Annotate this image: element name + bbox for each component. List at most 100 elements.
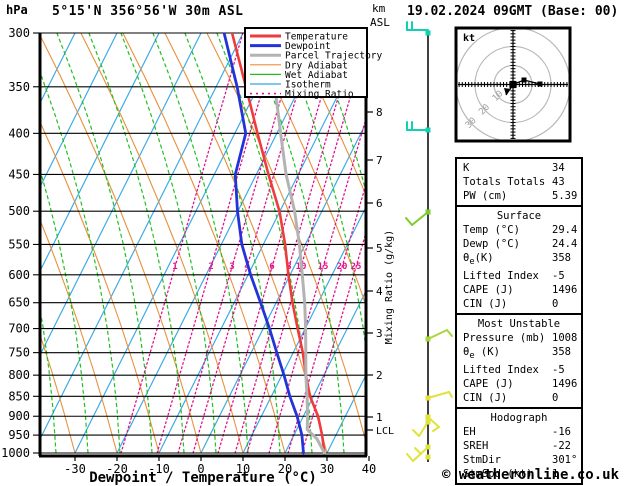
row-label: θe (K) (463, 346, 500, 362)
wind-barb (427, 329, 448, 340)
row-value: 5.39 (552, 190, 578, 202)
info-panel: Most Unstable Pressure (mb) 1008 θe (K) 358 L… (455, 313, 583, 410)
dry-adiabat-line (248, 33, 366, 308)
dry-adiabat-line (122, 33, 286, 454)
row-label: StmSpd (kt) (463, 468, 533, 481)
dry-adiabat-line (40, 333, 76, 454)
row-value: 1496 (552, 284, 578, 297)
panel-row: Pressure (mb) 1008 (457, 331, 581, 345)
pressure-tick-label: 300 (8, 26, 30, 40)
row-value: 301° (552, 454, 578, 467)
background-grid (40, 33, 366, 454)
wet-adiabat-line (40, 167, 89, 454)
row-value: -5 (552, 364, 565, 377)
pressure-tick-label: 350 (8, 80, 30, 94)
isotherm-line (40, 33, 244, 441)
mixing-ratio-axis-label: Mixing Ratio (g/kg) (384, 230, 395, 344)
km-tick-label: 8 (376, 106, 383, 119)
dry-adiabat-line (40, 34, 202, 454)
panel-row: EH -16 (457, 425, 581, 439)
hodograph-frame (454, 26, 572, 143)
legend-label: Parcel Trajectory (285, 51, 383, 62)
legend-label: Isotherm (285, 80, 331, 91)
hodograph-trace-marker (537, 81, 543, 87)
row-value: 1008 (552, 332, 578, 345)
hodograph-unit-label: kt (463, 33, 475, 44)
isotherm-line (200, 121, 366, 454)
info-panel: Hodograph EH -16 SREH -22 StmDir 301° StmSpd (k… (455, 407, 583, 486)
mixing-ratio-value: 15 (318, 262, 329, 272)
panel-row: θe(K) 358 (457, 251, 581, 269)
row-label: Pressure (mb) (463, 332, 546, 345)
temp-tick-label: 40 (362, 462, 376, 476)
pressure-tick-label: 850 (8, 389, 30, 403)
temp-tick-label: -20 (106, 462, 128, 476)
panel-row: CIN (J) 0 (457, 297, 581, 311)
panel-row: StmSpd (kt) 1 (457, 467, 581, 481)
x-axis-title: Dewpoint / Temperature (°C) (89, 470, 317, 486)
panel-header: Most Unstable (477, 318, 561, 331)
row-label: CAPE (J) (463, 284, 514, 297)
row-value: -16 (552, 426, 571, 439)
temp-tick-label: 30 (320, 462, 334, 476)
row-value: 29.4 (552, 224, 578, 236)
wet-adiabat-line (120, 33, 217, 454)
wind-barb (411, 211, 429, 226)
temperature-axis: -30 -20 -10 0 10 20 30 40 (64, 456, 376, 476)
station-title: 5°15'N 356°56'W 30m ASL (52, 4, 244, 19)
panel-row: CAPE (J) 1496 (457, 377, 581, 391)
row-value: -22 (552, 440, 571, 453)
row-label: Lifted Index (463, 270, 539, 283)
km-tick-label: 2 (376, 369, 383, 382)
row-label: StmDir (463, 454, 501, 467)
panel-header: Hodograph (490, 412, 548, 425)
pressure-tick-label: 550 (8, 237, 30, 251)
wind-barb-marker (425, 454, 431, 460)
legend-label: Dewpoint (285, 41, 331, 52)
row-value: 0 (552, 392, 559, 405)
isotherm-line (116, 33, 328, 454)
parcel-trajectory-curve (267, 33, 326, 455)
altitude-axis: 8 7 6 5 4 3 2 1 LCL (366, 106, 394, 437)
km-axis-label: km (372, 2, 386, 15)
km-tick-label: 1 (376, 411, 383, 424)
temp-tick-label: 0 (197, 462, 204, 476)
pressure-tick-label: 450 (8, 167, 30, 181)
wind-barb (405, 217, 413, 226)
legend-label: Dry Adiabat (285, 60, 348, 71)
row-label: SREH (463, 440, 489, 453)
wind-barb (406, 453, 414, 462)
wet-adiabat-line (280, 33, 366, 353)
legend-label: Temperature (285, 32, 348, 43)
mixing-ratio-value: 8 (286, 262, 291, 272)
wind-barb-marker (425, 419, 431, 425)
row-value: 358 (552, 346, 571, 359)
wind-barb-marker (425, 395, 431, 401)
legend-label: Mixing Ratio (285, 89, 354, 100)
panel-row: CAPE (J) 1496 (457, 283, 581, 297)
panel-row: StmDir 301° (457, 453, 581, 467)
row-value: 0 (552, 298, 559, 311)
mixing-ratio-value: 2 (208, 262, 213, 272)
info-panel: Surface Temp (°C) 29.4 Dewp (°C) 24.4 θe(K) 35… (455, 205, 583, 316)
row-label: θe(K) (463, 252, 494, 268)
pressure-tick-label: 950 (8, 428, 30, 442)
wind-barb (412, 429, 420, 437)
wind-barb-marker (425, 209, 431, 215)
legend-box (244, 27, 368, 98)
plot-frame (38, 33, 368, 458)
legend-label: Wet Adiabat (285, 70, 348, 81)
panel-header: Surface (496, 210, 542, 222)
panel-row: Temp (°C) 29.4 (457, 223, 581, 237)
wind-barb-marker (425, 127, 431, 133)
asl-axis-label: ASL (370, 16, 390, 29)
row-label: CIN (J) (463, 298, 508, 311)
km-tick-label: 6 (376, 197, 383, 210)
pressure-axis-unit: hPa (6, 3, 28, 17)
mixing-ratio-value: 20 (337, 262, 348, 272)
mixing-ratio-value: 3 (229, 262, 234, 272)
row-label: EH (463, 426, 476, 439)
km-tick-label: 5 (376, 242, 383, 255)
